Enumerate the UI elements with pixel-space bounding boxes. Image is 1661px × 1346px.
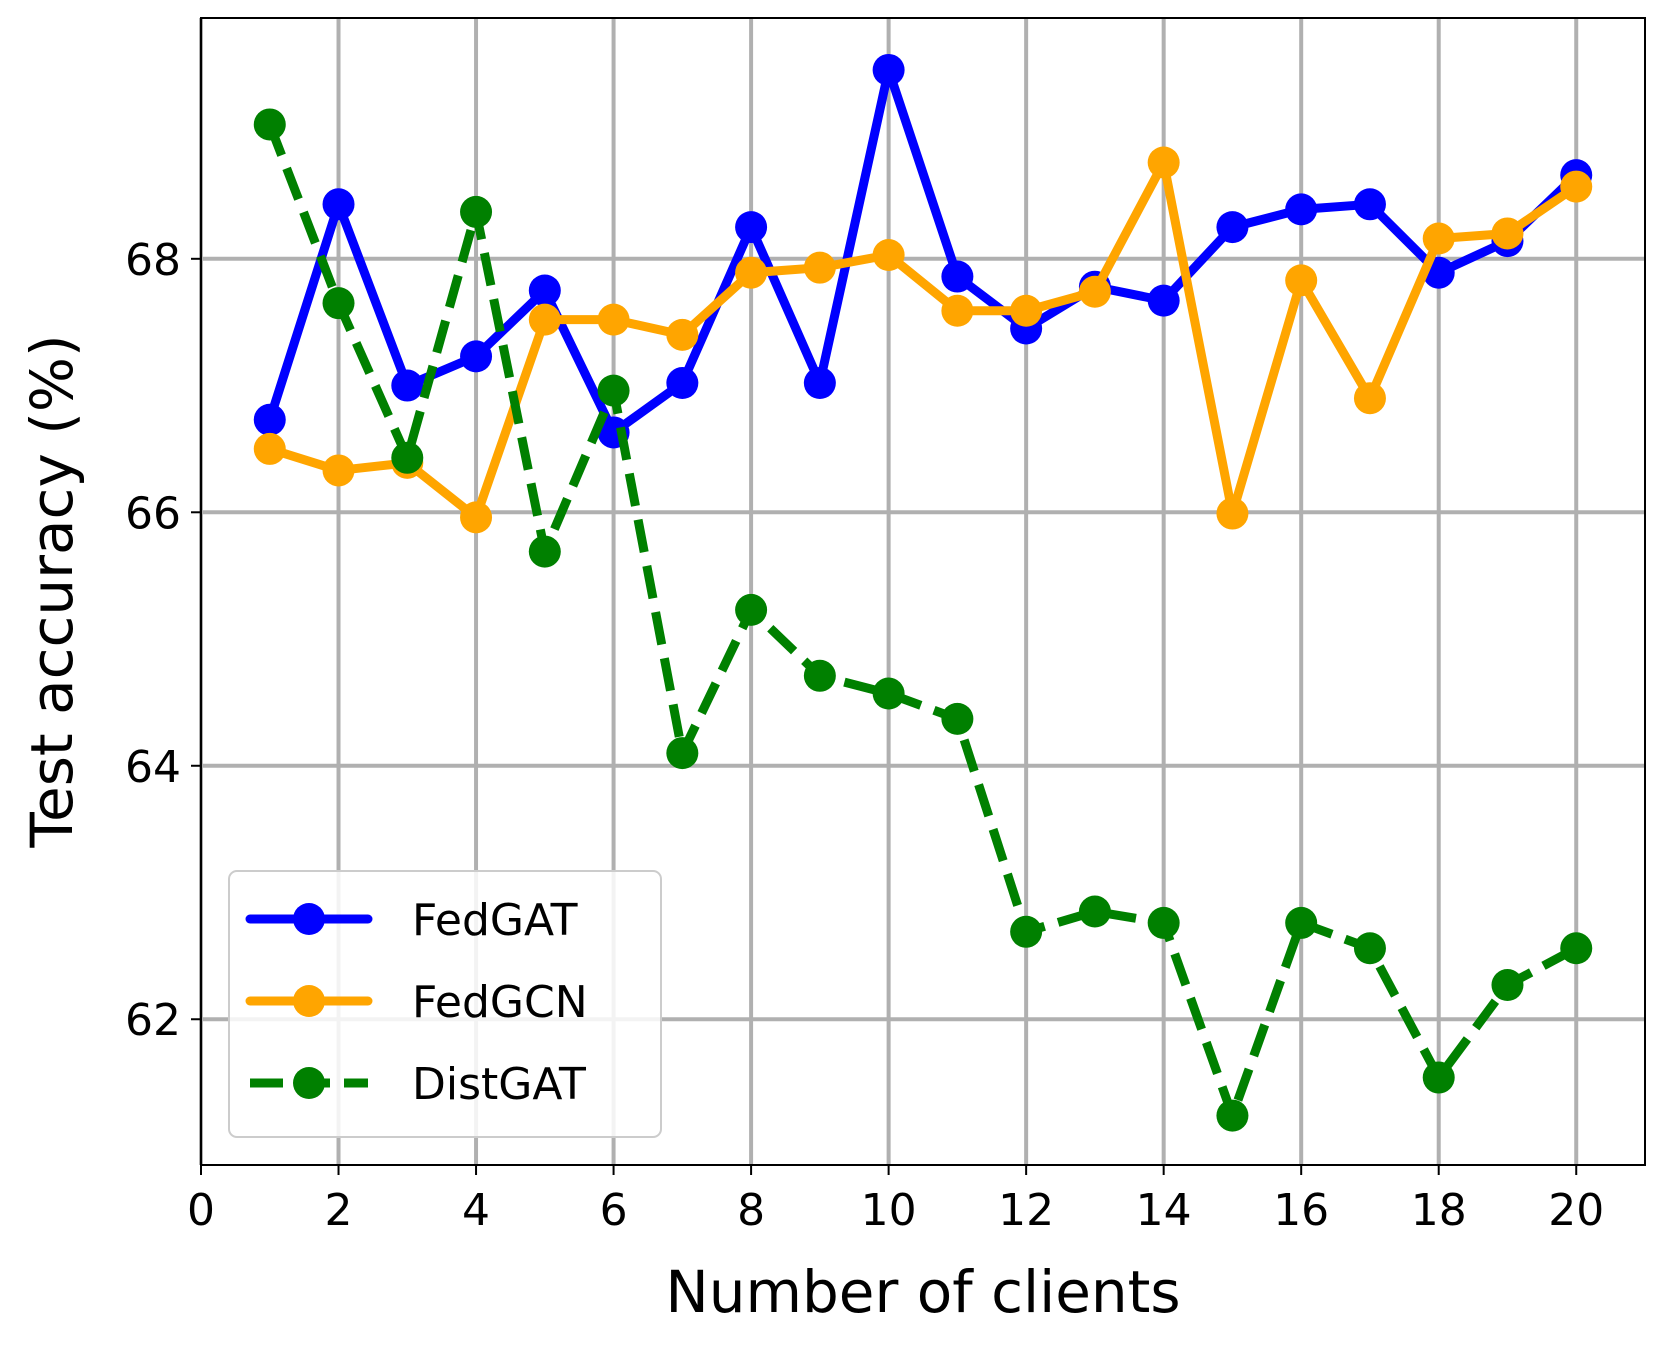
- data-point-fedgat: [528, 274, 561, 307]
- x-tick-label: 16: [1273, 1185, 1329, 1236]
- data-point-distgat: [941, 702, 974, 735]
- data-point-fedgcn: [528, 303, 561, 336]
- x-tick-label: 2: [325, 1185, 353, 1236]
- legend-label-fedgcn: FedGCN: [412, 977, 588, 1028]
- y-tick-label: 68: [125, 235, 181, 286]
- data-point-distgat: [1353, 932, 1386, 965]
- data-point-fedgat: [735, 211, 768, 244]
- plot-frame: [200, 17, 1646, 1166]
- x-tick-label: 20: [1548, 1185, 1604, 1236]
- data-point-fedgat: [391, 369, 424, 402]
- y-axis-label: Test accuracy (%): [18, 334, 86, 848]
- series-layer: [253, 53, 1593, 1132]
- data-point-fedgat: [1216, 211, 1249, 244]
- data-point-fedgcn: [941, 294, 974, 327]
- series-line-fedgcn: [265, 157, 1581, 522]
- data-point-fedgcn: [1285, 264, 1318, 297]
- data-point-fedgat: [1285, 193, 1318, 226]
- data-point-distgat: [1560, 932, 1593, 965]
- data-point-distgat: [872, 677, 905, 710]
- data-point-fedgat: [253, 403, 286, 436]
- x-tick-label: 6: [600, 1185, 628, 1236]
- data-point-fedgcn: [735, 256, 768, 289]
- legend-label-distgat: DistGAT: [412, 1059, 586, 1110]
- data-point-fedgat: [872, 53, 905, 86]
- data-point-fedgcn: [1353, 382, 1386, 415]
- data-point-distgat: [391, 441, 424, 474]
- data-point-fedgcn: [322, 454, 355, 487]
- data-point-fedgcn: [803, 251, 836, 284]
- legend-marker-fedgat: [293, 903, 325, 935]
- data-point-fedgcn: [872, 239, 905, 272]
- data-point-distgat: [1216, 1099, 1249, 1132]
- data-point-fedgcn: [1078, 275, 1111, 308]
- x-axis-label: Number of clients: [665, 1258, 1180, 1326]
- data-point-fedgcn: [1491, 217, 1524, 250]
- data-point-fedgcn: [1216, 497, 1249, 530]
- data-point-distgat: [1285, 906, 1318, 939]
- legend: FedGAT FedGCN DistGAT: [228, 870, 662, 1138]
- data-point-distgat: [1147, 906, 1180, 939]
- x-tick-label: 14: [1136, 1185, 1192, 1236]
- data-point-fedgat: [460, 340, 493, 373]
- x-tick-label: 12: [998, 1185, 1054, 1236]
- data-point-fedgcn: [1560, 170, 1593, 203]
- data-point-fedgat: [1147, 284, 1180, 317]
- data-point-distgat: [528, 535, 561, 568]
- legend-marker-distgat: [293, 1067, 325, 1099]
- data-point-fedgat: [322, 188, 355, 221]
- data-point-fedgat: [803, 367, 836, 400]
- data-point-distgat: [1422, 1061, 1455, 1094]
- legend-marker-fedgcn: [293, 985, 325, 1017]
- data-point-fedgcn: [460, 501, 493, 534]
- x-tick-label: 0: [187, 1185, 215, 1236]
- data-point-fedgcn: [1422, 222, 1455, 255]
- data-point-distgat: [1491, 969, 1524, 1002]
- data-point-distgat: [666, 737, 699, 770]
- legend-box: [228, 870, 662, 1138]
- x-tick-label: 18: [1411, 1185, 1467, 1236]
- data-point-fedgcn: [666, 318, 699, 351]
- x-tick-label: 8: [737, 1185, 765, 1236]
- data-point-fedgcn: [597, 303, 630, 336]
- x-tick-label: 4: [462, 1185, 490, 1236]
- data-point-fedgat: [1353, 188, 1386, 221]
- data-point-fedgcn: [253, 432, 286, 465]
- x-tick-label: 10: [861, 1185, 917, 1236]
- y-tick-label: 62: [125, 995, 181, 1046]
- y-tick-label: 66: [125, 488, 181, 539]
- y-tick-label: 64: [125, 742, 181, 793]
- legend-label-fedgat: FedGAT: [412, 895, 578, 946]
- data-point-distgat: [253, 108, 286, 141]
- data-point-distgat: [1010, 915, 1043, 948]
- data-point-distgat: [1078, 895, 1111, 928]
- data-point-distgat: [803, 659, 836, 692]
- data-point-fedgat: [666, 367, 699, 400]
- data-point-distgat: [460, 195, 493, 228]
- data-point-distgat: [597, 374, 630, 407]
- data-point-distgat: [735, 593, 768, 626]
- data-point-distgat: [322, 287, 355, 320]
- data-point-fedgat: [941, 260, 974, 293]
- data-point-fedgcn: [1147, 146, 1180, 179]
- data-point-fedgcn: [1010, 294, 1043, 327]
